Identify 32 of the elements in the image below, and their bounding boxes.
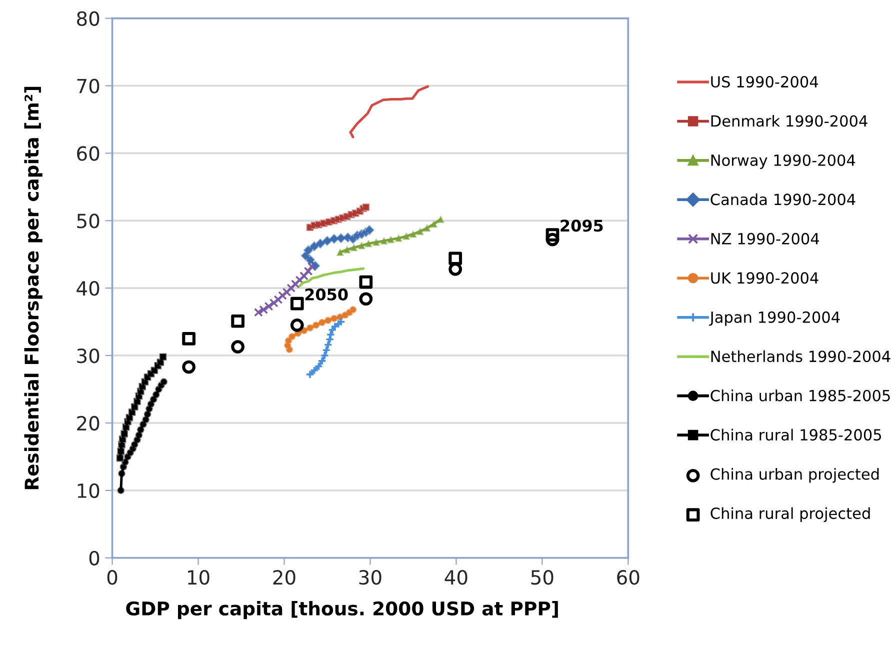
legend-label: UK 1990-2004 (711, 272, 818, 284)
y-tick-label: 40 (76, 281, 100, 296)
annotation: 2095 (560, 220, 603, 232)
y-tick-label: 10 (78, 483, 100, 498)
legend-label: Japan 1990-2004 (709, 311, 840, 326)
legend-label: Netherlands 1990-2004 (711, 350, 890, 362)
legend-label: China urban projected (710, 468, 879, 483)
x-tick-label: 0 (107, 570, 118, 585)
y-tick-label: 80 (77, 11, 100, 26)
y-tick-label: 60 (77, 146, 100, 161)
y-tick-label: 20 (77, 416, 100, 431)
x-tick-label: 60 (617, 570, 640, 585)
y-tick-label: 30 (77, 348, 100, 364)
x-tick-label: 40 (444, 570, 468, 585)
legend-label: NZ 1990-2004 (711, 232, 820, 244)
legend-label: Denmark 1990-2004 (711, 114, 868, 127)
y-tick-label: 70 (77, 78, 100, 94)
y-tick-label: 50 (77, 214, 100, 228)
annotation: 2050 (305, 288, 348, 301)
legend-label: China rural 1985-2005 (710, 428, 881, 441)
x-tick-label: 20 (273, 570, 296, 585)
y-tick-label: 0 (89, 550, 100, 566)
y-axis-title: Residential Floorspace per capita [m²] (24, 86, 42, 490)
legend-label: China urban 1985-2005 (710, 390, 890, 402)
x-tick-label: 10 (188, 570, 210, 585)
x-tick-label: 30 (359, 570, 382, 585)
legend-label: Canada 1990-2004 (710, 193, 856, 206)
legend-label: China rural projected (710, 507, 870, 522)
legend-label: US 1990-2004 (711, 76, 818, 88)
legend-label: Norway 1990-2004 (711, 154, 856, 169)
x-axis-title: GDP per capita [thous. 2000 USD at PPP] (126, 601, 558, 620)
x-tick-label: 50 (531, 570, 554, 585)
